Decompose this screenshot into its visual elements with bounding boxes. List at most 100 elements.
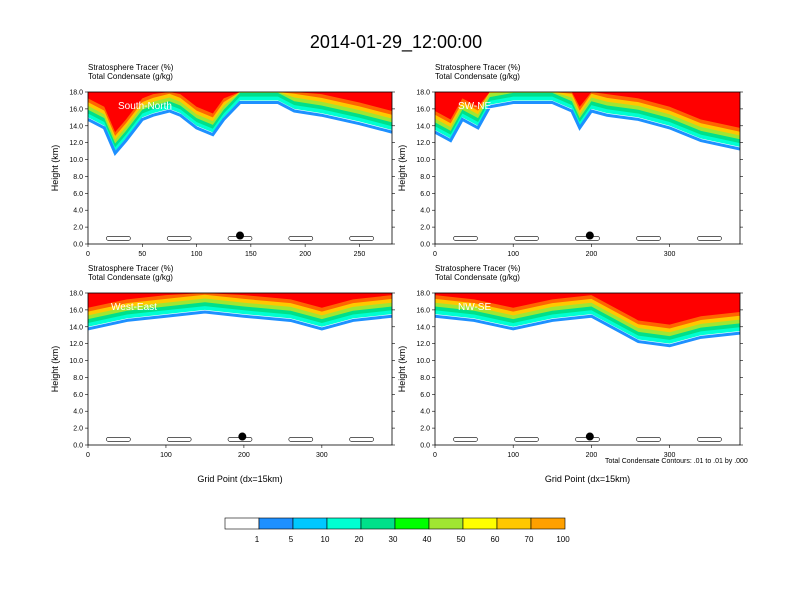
condensate-contours: [453, 236, 722, 241]
condensate-contour: [166, 236, 192, 241]
colorbar: 1 5 10 20 30 40 50 60 70 100: [224, 517, 570, 544]
y-tick-label: 4.0: [73, 208, 83, 215]
y-tick-label: 10.0: [416, 157, 430, 164]
condensate-contours: [106, 236, 374, 241]
y-tick-label: 10.0: [416, 358, 430, 365]
panel-label: West-East: [111, 302, 157, 313]
y-tick-label: 2.0: [73, 426, 83, 433]
y-tick-label: 14.0: [416, 123, 430, 130]
panel-subtitle-tracer: Stratosphere Tracer (%): [88, 264, 174, 273]
y-tick-label: 6.0: [420, 191, 430, 198]
y-axis-label: Height (km): [397, 145, 407, 192]
y-tick-label: 8.0: [420, 375, 430, 382]
tracer-fill: [435, 293, 740, 442]
colorbar-label: 50: [457, 535, 466, 544]
x-tick-label: 300: [664, 452, 676, 459]
x-tick-label: 50: [138, 251, 146, 258]
location-marker: [585, 231, 594, 240]
colorbar-label: 40: [423, 535, 432, 544]
x-tick-label: 100: [507, 251, 519, 258]
plot-frame: [87, 91, 393, 245]
x-tick-label: 100: [160, 452, 172, 459]
tracer-fill: [88, 293, 392, 442]
tracer-band-6: [435, 293, 740, 325]
tracer-band-6: [435, 92, 740, 128]
x-tick-label: 200: [586, 251, 598, 258]
y-tick-label: 2.0: [420, 426, 430, 433]
colorbar-label: 5: [289, 535, 294, 544]
x-tick-label: 150: [245, 251, 257, 258]
y-tick-label: 16.0: [69, 307, 83, 314]
x-axis-label: Grid Point (dx=15km): [197, 474, 282, 484]
panel-subtitle-tracer: Stratosphere Tracer (%): [435, 63, 521, 72]
colorbar-swatch: [428, 517, 464, 530]
condensate-contour: [514, 437, 539, 442]
location-marker: [238, 432, 247, 441]
colorbar-swatch: [496, 517, 532, 530]
panel-subtitle-condensate: Total Condensate (g/kg): [435, 273, 520, 282]
y-tick-label: 6.0: [73, 191, 83, 198]
colorbar-label: 10: [321, 535, 330, 544]
y-tick-label: 12.0: [69, 140, 83, 147]
panel-nw-se: Stratosphere Tracer (%)Total Condensate …: [397, 264, 743, 484]
plot-frame: [434, 292, 741, 446]
condensate-contour: [697, 236, 722, 241]
panel-label: South-North: [118, 101, 172, 112]
colorbar-swatch: [326, 517, 362, 530]
tracer-edge: [88, 101, 392, 157]
condensate-contour: [288, 236, 314, 241]
colorbar-swatch: [292, 517, 328, 530]
panel-subtitle-condensate: Total Condensate (g/kg): [88, 72, 173, 81]
y-tick-label: 12.0: [416, 341, 430, 348]
tracer-band-6: [88, 92, 392, 133]
y-tick-label: 0.0: [73, 242, 83, 249]
condensate-contour: [106, 437, 131, 442]
y-tick-label: 8.0: [420, 174, 430, 181]
y-tick-label: 10.0: [69, 157, 83, 164]
colorbar-swatch: [258, 517, 294, 530]
tracer-band-2: [88, 92, 392, 148]
x-tick-label: 0: [86, 251, 90, 258]
y-tick-label: 12.0: [416, 140, 430, 147]
colorbar-swatch: [530, 517, 566, 530]
panel-west-east: Stratosphere Tracer (%)Total Condensate …: [50, 264, 395, 484]
y-tick-label: 4.0: [73, 409, 83, 416]
panel-south-north: Stratosphere Tracer (%)Total Condensate …: [50, 63, 395, 258]
y-tick-label: 16.0: [69, 106, 83, 113]
panel-subtitle-condensate: Total Condensate (g/kg): [88, 273, 173, 282]
tracer-fill: [435, 92, 740, 241]
x-tick-label: 0: [86, 452, 90, 459]
tracer-band-6: [88, 293, 392, 308]
y-tick-label: 8.0: [73, 174, 83, 181]
y-tick-label: 18.0: [69, 90, 83, 97]
y-tick-label: 10.0: [69, 358, 83, 365]
y-tick-label: 2.0: [420, 225, 430, 232]
y-tick-label: 12.0: [69, 341, 83, 348]
tracer-fill: [88, 92, 392, 241]
y-tick-label: 18.0: [416, 291, 430, 298]
plot-frame: [87, 292, 393, 446]
colorbar-label: 60: [491, 535, 500, 544]
x-axis-label: Grid Point (dx=15km): [545, 474, 630, 484]
condensate-contour: [636, 236, 661, 241]
condensate-contour: [453, 437, 478, 442]
y-tick-label: 0.0: [73, 443, 83, 450]
x-tick-label: 300: [664, 251, 676, 258]
y-tick-label: 18.0: [416, 90, 430, 97]
contour-note: Total Condensate Contours: .01 to .01 by…: [605, 458, 748, 465]
y-tick-label: 16.0: [416, 307, 430, 314]
condensate-contour: [288, 437, 314, 442]
panel-label: NW-SE: [458, 302, 491, 313]
x-tick-label: 0: [433, 452, 437, 459]
y-tick-label: 18.0: [69, 291, 83, 298]
x-tick-label: 100: [507, 452, 519, 459]
y-tick-label: 4.0: [420, 208, 430, 215]
colorbar-swatch: [462, 517, 498, 530]
figure-title: 2014-01-29_12:00:00: [309, 32, 483, 52]
location-marker: [236, 231, 244, 240]
x-tick-label: 0: [433, 251, 437, 258]
x-tick-label: 200: [238, 452, 250, 459]
colorbar-swatch: [224, 517, 260, 530]
y-tick-label: 14.0: [69, 324, 83, 331]
